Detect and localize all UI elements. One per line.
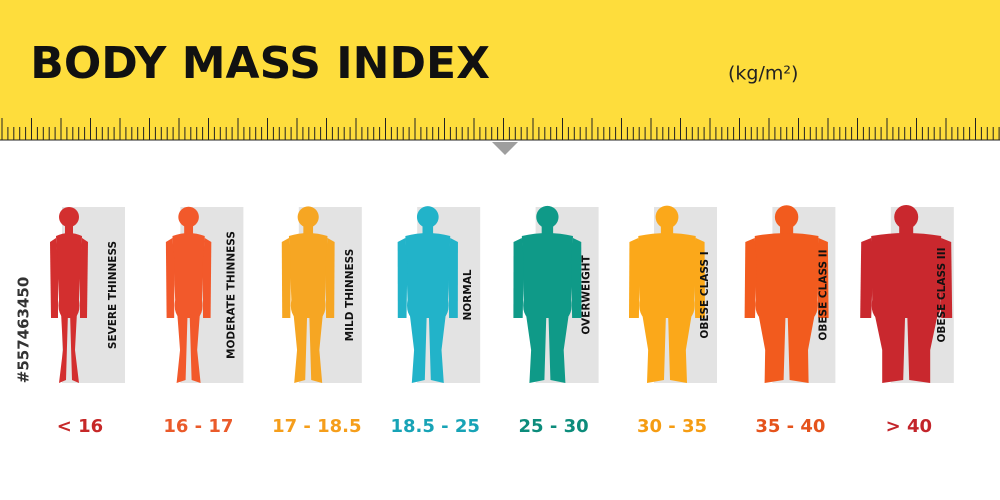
arm-right <box>939 238 953 318</box>
arm-left <box>397 238 408 318</box>
bmi-range: 25 - 30 <box>519 416 589 437</box>
torso <box>871 233 942 318</box>
bmi-range: > 40 <box>886 416 932 437</box>
body-silhouette <box>629 205 705 383</box>
pointer <box>492 142 518 155</box>
ruler <box>0 118 1000 141</box>
body-silhouette <box>281 206 335 383</box>
neck <box>541 224 554 234</box>
head <box>536 205 559 229</box>
torso <box>288 233 328 318</box>
bmi-column: OBESE CLASS I 30 - 35 <box>629 205 717 437</box>
head <box>297 206 319 228</box>
bmi-column: OVERWEIGHT 25 - 30 <box>513 205 599 437</box>
bmi-column: MODERATE THINNESS 16 - 17 <box>163 206 244 437</box>
leg-left <box>176 312 188 383</box>
arm-right <box>325 238 335 318</box>
head <box>894 205 919 229</box>
leg-left <box>59 312 68 383</box>
arm-left <box>629 238 641 318</box>
arm-right <box>202 238 212 318</box>
bmi-range: 30 - 35 <box>637 416 707 437</box>
bmi-column: NORMAL 18.5 - 25 <box>390 206 481 437</box>
category-label: MILD THINNESS <box>344 249 356 342</box>
body-silhouette <box>165 206 212 383</box>
leg-left <box>641 312 666 383</box>
bmi-range: 18.5 - 25 <box>390 416 479 437</box>
neck <box>660 224 674 234</box>
arm-left <box>50 238 58 318</box>
head <box>416 206 439 228</box>
category-label: OBESE CLASS I <box>699 251 711 338</box>
arm-right <box>80 238 88 318</box>
bmi-range: 35 - 40 <box>755 416 825 437</box>
title: BODY MASS INDEX <box>30 38 490 89</box>
unit: (kg/m²) <box>728 63 798 85</box>
bmi-range: < 16 <box>57 416 103 437</box>
neck <box>303 224 314 234</box>
category-label: MODERATE THINNESS <box>225 231 237 359</box>
side-id: #557463450 <box>15 277 33 384</box>
leg-left <box>874 312 906 383</box>
torso <box>754 233 819 318</box>
leg-left <box>409 312 427 383</box>
arm-left <box>744 238 757 318</box>
torso <box>172 233 205 318</box>
category-label: OBESE CLASS II <box>817 249 829 340</box>
arm-left <box>165 238 175 318</box>
neck <box>899 224 914 234</box>
leg-right <box>70 312 79 383</box>
head <box>774 205 799 229</box>
leg-right <box>668 312 693 383</box>
head <box>178 206 199 228</box>
category-label: OVERWEIGHT <box>581 255 593 335</box>
bmi-column: OBESE CLASS II 35 - 40 <box>744 205 836 437</box>
arm-right <box>570 238 582 318</box>
neck <box>422 224 434 234</box>
arm-left <box>513 238 524 318</box>
arm-left <box>281 238 291 318</box>
header-band <box>0 0 1000 140</box>
category-label: NORMAL <box>462 269 474 320</box>
body-silhouette <box>397 206 458 383</box>
leg-right <box>548 312 570 383</box>
torso <box>405 233 451 318</box>
leg-right <box>428 312 447 383</box>
body-silhouette <box>513 205 582 383</box>
torso <box>521 233 573 318</box>
torso <box>56 233 82 318</box>
head <box>655 205 679 229</box>
leg-right <box>787 312 816 383</box>
arm-left <box>860 238 874 318</box>
neck <box>184 224 194 234</box>
body-silhouette <box>744 205 829 383</box>
leg-right <box>189 312 201 383</box>
head <box>59 207 79 227</box>
body-silhouette <box>860 205 953 383</box>
leg-right <box>907 312 939 383</box>
arm-right <box>816 238 829 318</box>
neck <box>65 224 73 234</box>
bmi-column: MILD THINNESS 17 - 18.5 <box>272 206 362 437</box>
torso <box>638 233 696 318</box>
arm-right <box>693 238 705 318</box>
bmi-range: 16 - 17 <box>163 416 233 437</box>
neck <box>780 224 794 234</box>
category-label: SEVERE THINNESS <box>107 241 119 349</box>
body-silhouette <box>50 207 88 383</box>
leg-left <box>758 312 786 383</box>
leg-left <box>293 312 308 383</box>
bmi-column: OBESE CLASS III > 40 <box>860 205 954 437</box>
bmi-column: SEVERE THINNESS < 16 <box>50 207 125 437</box>
bmi-range: 17 - 18.5 <box>272 416 361 437</box>
category-label: OBESE CLASS III <box>936 247 948 342</box>
leg-left <box>525 312 547 383</box>
leg-right <box>309 312 324 383</box>
arm-right <box>448 238 458 318</box>
